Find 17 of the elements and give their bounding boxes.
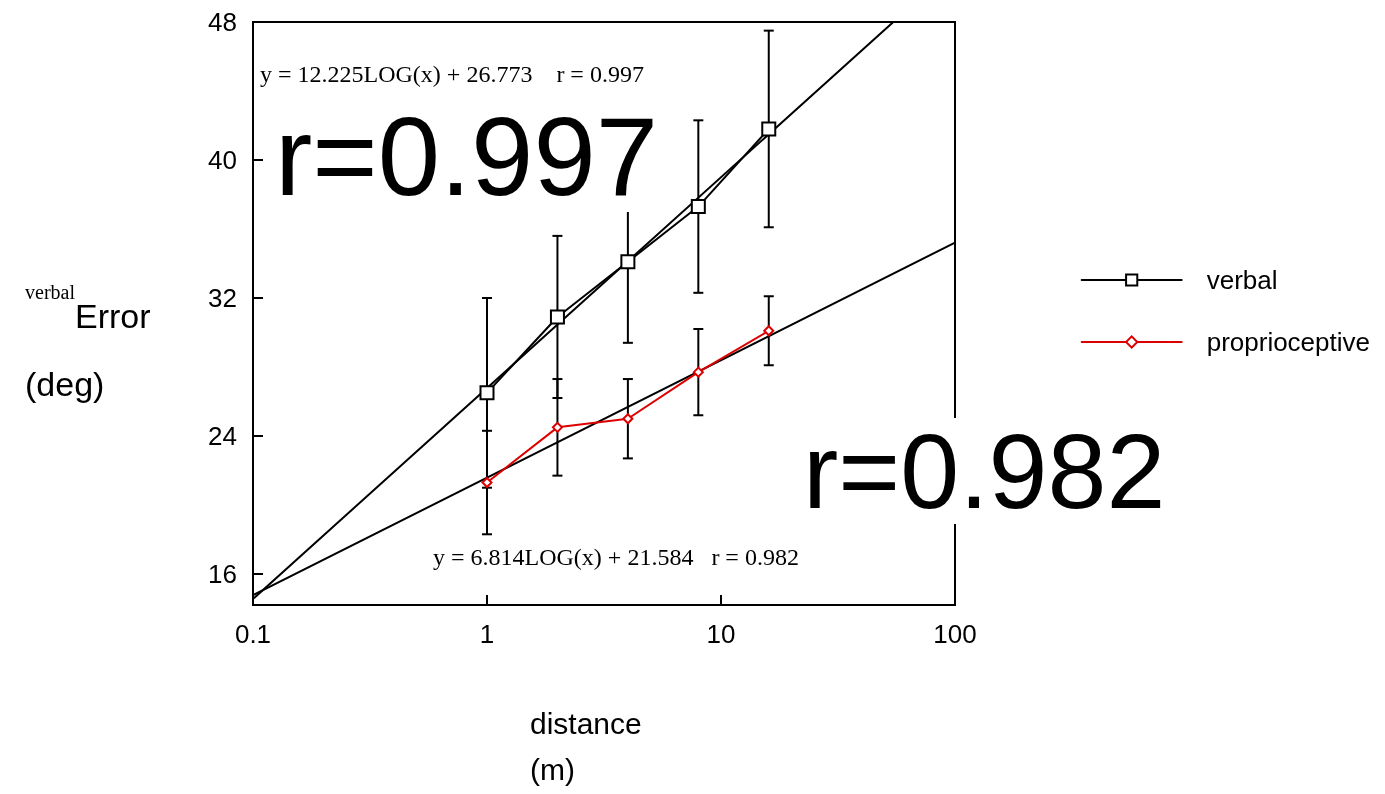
legend-label: verbal: [1206, 265, 1278, 295]
annotation: y = 6.814LOG(x) + 21.584 r = 0.982: [433, 544, 799, 570]
legend-label: proprioceptive: [1206, 327, 1370, 357]
y-tick-label: 48: [208, 7, 237, 37]
x-tick-label: 0.1: [234, 619, 272, 649]
annotation: r=0.997: [275, 93, 658, 219]
x-tick-label: 100: [933, 619, 977, 649]
annotation: r=0.982: [803, 412, 1166, 530]
annotation: y = 12.225LOG(x) + 26.773 r = 0.997: [260, 61, 644, 87]
y-tick-label: 24: [208, 420, 237, 451]
y-tick-label: 32: [208, 282, 237, 313]
y-tick-label: 16: [208, 558, 237, 589]
y-tick-label: 40: [208, 144, 237, 175]
x-tick-label: 10: [706, 619, 736, 649]
x-tick-label: 1: [479, 619, 495, 649]
y-axis-title: verbalError (deg): [25, 281, 151, 403]
x-axis-title: distance (m): [530, 706, 642, 786]
